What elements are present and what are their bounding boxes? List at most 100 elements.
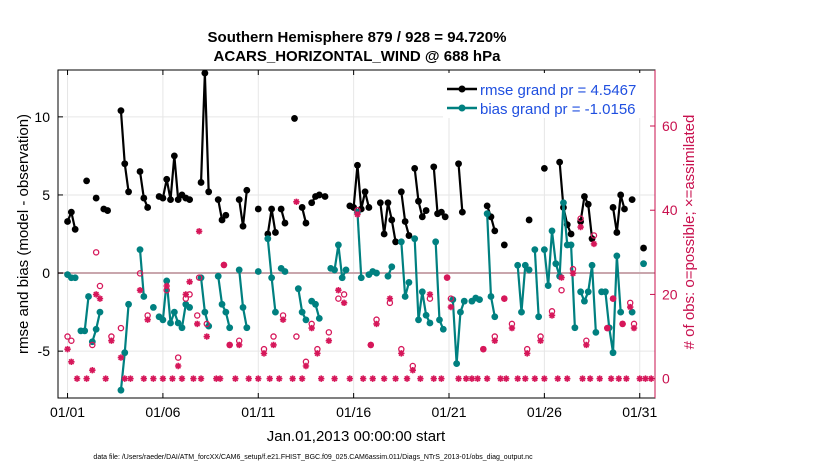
bias-point [92,325,100,333]
rmse-point [170,152,178,160]
bias-point [186,304,194,311]
obs-assimilated-marker [455,375,462,382]
obs-assimilated-marker [68,358,75,365]
obs-assimilated-marker [508,324,516,332]
obs-assimilated-marker [203,333,210,340]
obs-assimilated-marker [174,362,182,370]
legend-bias-label: bias grand pr = -1.0156 [480,101,636,118]
bias-point [334,241,342,249]
obs-assimilated-marker [140,375,148,382]
rmse-point [281,219,289,227]
bias-point [268,274,276,282]
obs-assimilated-marker [102,375,109,382]
rmse-point [222,211,230,219]
obs-assimilated-marker [596,375,603,382]
rmse-point [159,194,167,202]
obs-assimilated-marker [426,291,434,298]
rmse-point [83,177,91,185]
obs-assimilated-marker [298,375,306,382]
y-right-tick-label: 60 [662,118,678,134]
rmse-point [354,161,361,169]
obs-assimilated-marker [266,375,273,382]
obs-assimilated-marker [524,350,531,357]
obs-assimilated-marker [501,295,508,302]
obs-assimilated-marker [302,362,310,370]
obs-assimilated-marker [293,198,300,205]
obs-assimilated-marker [245,375,252,382]
rmse-point [268,205,276,213]
obs-assimilated-marker [92,291,100,298]
x-tick-label: 01/11 [241,404,275,420]
bias-point [117,386,125,394]
rmse-point [567,230,575,238]
obs-assimilated-marker [308,324,315,332]
obs-assimilated-marker [178,375,186,382]
bias-point [373,269,380,277]
rmse-point [201,69,209,77]
bias-point [125,300,132,308]
bias-point [415,316,422,324]
bias-point [272,308,279,316]
bias-point [342,266,350,274]
rmse-point [163,175,171,183]
rmse-line-segment [138,171,149,208]
rmse-point [64,218,71,225]
bias-point [436,316,443,324]
rmse-point [243,186,251,194]
bias-point [174,319,182,327]
bias-point [302,316,310,324]
rmse-point [321,193,329,200]
bias-point [315,314,323,322]
obs-assimilated-marker [537,337,544,344]
rmse-point [376,199,384,207]
rmse-point [525,216,533,224]
bias-point [254,268,262,275]
obs-possible-marker [136,270,144,277]
rmse-line-segment [199,72,210,192]
obs-assimilated-marker [554,375,561,382]
obs-assimilated-marker [468,375,476,382]
rmse-point [613,229,621,236]
rmse-line-segment [349,164,370,211]
obs-assimilated-marker [623,375,630,382]
obs-assimilated-marker [255,375,262,382]
obs-assimilated-marker [607,375,615,382]
obs-assimilated-marker [630,324,638,332]
bias-point [483,210,491,218]
bias-point [487,293,495,300]
rmse-point [441,213,449,221]
obs-assimilated-marker [577,223,584,231]
rmse-line-segment [457,163,464,213]
series-bias [64,199,647,394]
rmse-point [584,200,592,208]
x-tick-label: 01/26 [527,404,562,420]
obs-possible-marker [117,324,125,332]
legend-bias-marker [458,104,466,112]
legend-rmse-marker [458,85,466,93]
x-tick-label: 01/01 [50,404,85,420]
obs-assimilated-marker [108,337,115,344]
obs-assimilated-marker [64,345,71,353]
bias-point [548,227,556,235]
bias-point [617,308,625,316]
legend: rmse grand pr = 4.5467 bias grand pr = -… [443,73,652,118]
obs-assimilated-marker [121,375,128,382]
bias-point [197,274,205,282]
obs-assimilated-marker [579,375,586,382]
obs-assimilated-marker [586,375,594,382]
bias-point [518,308,525,316]
obs-assimilated-marker [480,345,487,353]
bias-point [588,261,596,269]
x-tick-label: 01/31 [622,404,657,420]
bias-line-segment [199,277,210,327]
rmse-point [214,196,222,204]
rmse-point [401,218,409,225]
bias-point [226,324,234,332]
obs-assimilated-marker [279,316,287,323]
rmse-point [121,160,129,168]
rmse-point [140,194,148,202]
rmse-point [365,204,373,211]
y-right-tick-label: 40 [662,202,678,218]
obs-assimilated-marker [569,270,577,277]
bias-point [167,319,174,327]
